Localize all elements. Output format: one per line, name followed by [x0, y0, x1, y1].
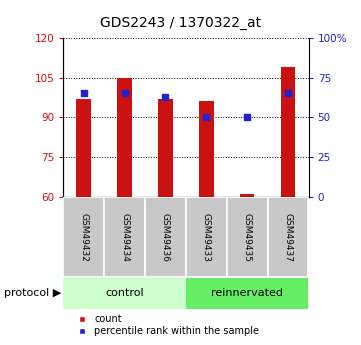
Point — [244, 115, 250, 120]
Bar — [240, 194, 255, 197]
Bar — [281, 67, 295, 197]
Bar — [145, 197, 186, 277]
Text: control: control — [105, 288, 144, 298]
Point — [204, 115, 209, 120]
Point — [81, 91, 87, 96]
Text: GSM49432: GSM49432 — [79, 213, 88, 262]
Text: GSM49435: GSM49435 — [243, 213, 252, 262]
Point — [122, 91, 127, 96]
Bar — [186, 278, 308, 309]
Text: GDS2243 / 1370322_at: GDS2243 / 1370322_at — [100, 16, 261, 30]
Point — [162, 94, 168, 99]
Text: GSM49436: GSM49436 — [161, 213, 170, 262]
Text: GSM49437: GSM49437 — [284, 213, 293, 262]
Bar — [117, 78, 132, 197]
Bar — [268, 197, 308, 277]
Bar — [64, 197, 104, 277]
Bar — [158, 99, 173, 197]
Text: GSM49433: GSM49433 — [202, 213, 211, 262]
Bar — [199, 101, 214, 197]
Bar — [104, 197, 145, 277]
Bar — [77, 99, 91, 197]
Bar — [227, 197, 268, 277]
Point — [285, 91, 291, 96]
Text: GSM49434: GSM49434 — [120, 213, 129, 262]
Bar — [186, 197, 227, 277]
Bar — [64, 278, 186, 309]
Text: protocol ▶: protocol ▶ — [4, 288, 61, 298]
Legend: count, percentile rank within the sample: count, percentile rank within the sample — [68, 310, 263, 340]
Text: reinnervated: reinnervated — [211, 288, 283, 298]
